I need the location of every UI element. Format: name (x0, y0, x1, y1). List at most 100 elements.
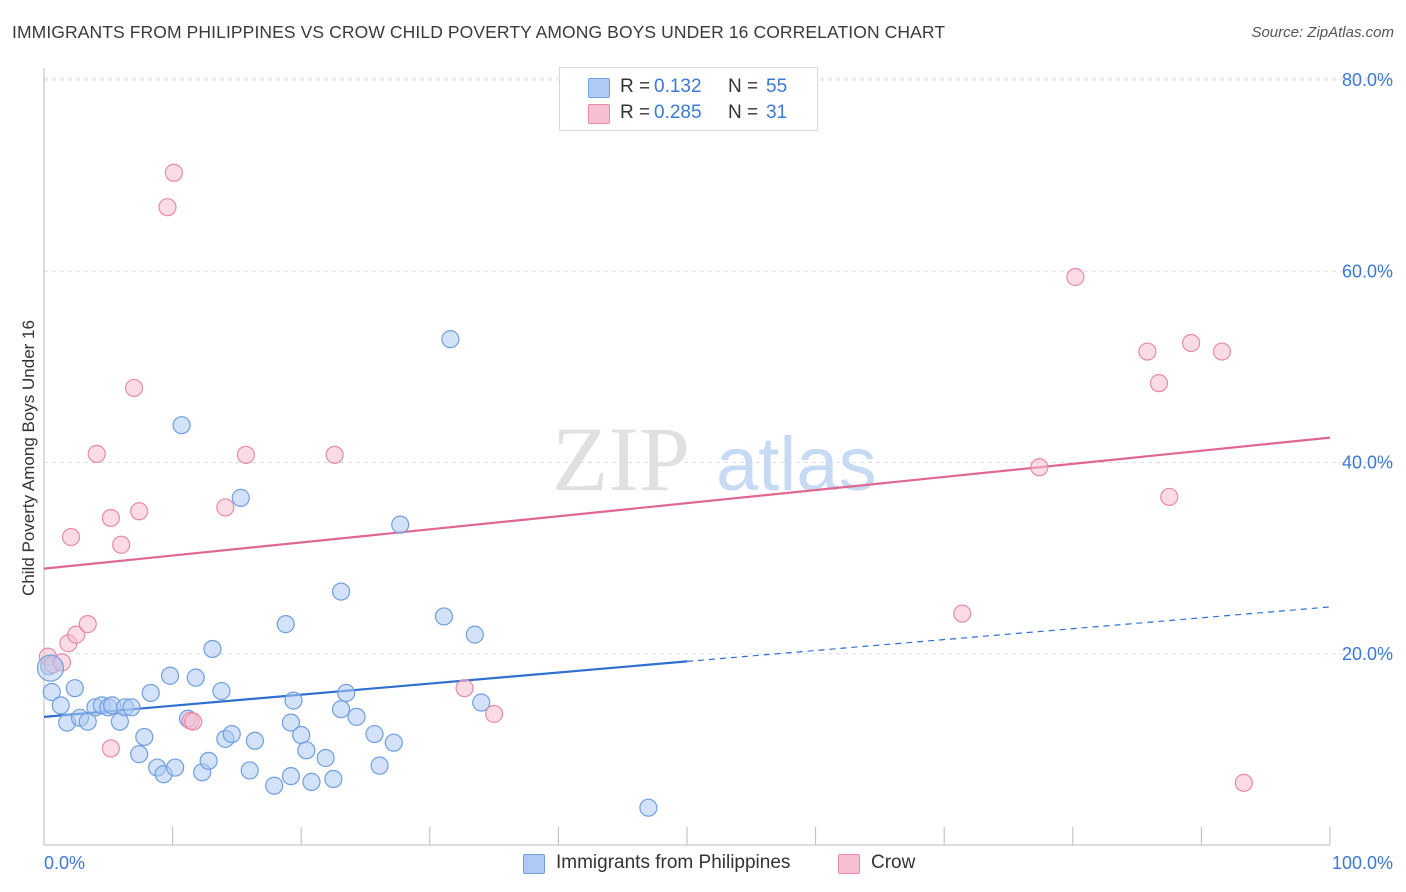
crow-point (67, 625, 86, 644)
crow-point (325, 445, 344, 464)
philippines-point (245, 731, 265, 750)
y-axis-title: Child Poverty Among Boys Under 16 (19, 320, 38, 596)
philippines-point (186, 668, 205, 687)
crow-point (1066, 267, 1085, 287)
source-credit: Source: ZipAtlas.com (1251, 24, 1394, 41)
legend-r-label: R = (620, 76, 651, 97)
watermark: ZIP atlas (552, 408, 877, 510)
philippines-point (122, 698, 141, 717)
philippines-point (281, 767, 301, 786)
philippines-point (276, 615, 295, 634)
crow-point (124, 378, 144, 398)
crow-point (130, 502, 149, 521)
bottom-legend-swatch-blue (523, 854, 545, 874)
chart-title: IMMIGRANTS FROM PHILIPPINES VS CROW CHIL… (12, 22, 946, 42)
philippines-point (135, 727, 154, 747)
crow-point (1138, 342, 1157, 361)
legend-row-philippines: R = 0.132 N = 55 (560, 74, 817, 100)
crow-point (953, 604, 972, 623)
philippines-point (434, 607, 454, 626)
legend-r-value: 0.132 (654, 76, 702, 97)
crow-trend-line (43, 436, 1331, 570)
philippines-point (231, 488, 250, 507)
philippines-trend-extension (686, 606, 1331, 662)
philippines-point (292, 725, 311, 745)
crow-point (164, 163, 183, 182)
crow-point (101, 508, 120, 528)
x-tick-label: 100.0% (1332, 853, 1393, 873)
crow-point (78, 615, 97, 634)
philippines-point (347, 707, 366, 726)
y-tick-label: 40.0% (1342, 453, 1393, 473)
legend-n-value: 31 (766, 102, 788, 123)
philippines-point (240, 761, 259, 780)
philippines-point (331, 582, 351, 601)
watermark-zip: ZIP (552, 408, 690, 510)
axis-labels: 20.0% 40.0% 60.0% 80.0% 0.0% 100.0% Child Pove… (19, 70, 1393, 873)
philippines-point (222, 724, 241, 744)
y-tick-label: 20.0% (1342, 644, 1393, 664)
crow-point (112, 535, 131, 554)
stats-legend: R = 0.132 N = 55 R = 0.285 N = 31 (559, 67, 818, 131)
crow-point (1160, 487, 1179, 507)
philippines-point (297, 741, 316, 760)
legend-swatch-pink (588, 104, 610, 124)
philippines-point (265, 776, 284, 795)
bottom-legend-label: Immigrants from Philippines (556, 852, 791, 873)
trend-lines (43, 436, 1331, 718)
philippines-point (51, 696, 70, 715)
crow-point (184, 712, 203, 731)
philippines-point (78, 712, 97, 731)
philippines-point (212, 681, 231, 701)
axes (43, 68, 1331, 846)
philippines-point (65, 679, 84, 698)
x-tick-label: 0.0% (44, 853, 85, 873)
crow-point (1149, 374, 1169, 393)
philippines-point (365, 724, 384, 744)
crow-point (1182, 333, 1201, 353)
legend-swatch-blue (588, 78, 610, 98)
data-points (36, 163, 1253, 817)
bottom-legend-swatch-pink (838, 854, 860, 874)
grid (44, 77, 1393, 655)
philippines-point (465, 625, 484, 644)
philippines-point (166, 758, 185, 777)
philippines-point (391, 515, 410, 534)
philippines-point (316, 748, 335, 768)
crow-point (158, 198, 177, 217)
philippines-point (36, 654, 65, 682)
watermark-atlas: atlas (716, 422, 877, 507)
philippines-point (331, 700, 351, 719)
philippines-point (281, 713, 301, 732)
philippines-point (172, 416, 191, 435)
legend-r-value: 0.285 (654, 102, 702, 123)
philippines-point (199, 751, 218, 770)
philippines-point (203, 639, 222, 659)
crow-point (1030, 458, 1049, 477)
philippines-point (472, 693, 491, 712)
crow-point (455, 679, 474, 698)
philippines-point (42, 682, 61, 702)
philippines-point (384, 733, 403, 752)
legend-row-crow: R = 0.285 N = 31 (560, 100, 817, 126)
philippines-point (441, 330, 460, 349)
crow-point (216, 498, 235, 517)
legend-n-label: N = (728, 76, 759, 97)
crow-point (1234, 773, 1253, 792)
crow-point (236, 445, 256, 464)
y-tick-label: 60.0% (1342, 261, 1393, 281)
legend-r-label: R = (620, 102, 651, 123)
philippines-point (284, 691, 303, 710)
y-tick-label: 80.0% (1342, 70, 1393, 90)
crow-point (61, 527, 81, 547)
crow-point (1212, 342, 1232, 361)
philippines-point (141, 683, 160, 703)
philippines-point (130, 745, 149, 764)
philippines-point (160, 666, 180, 685)
crow-point (101, 739, 120, 758)
legend-n-label: N = (728, 102, 759, 123)
philippines-point (639, 798, 658, 817)
philippines-point (302, 772, 321, 791)
bottom-legend-label: Crow (871, 852, 916, 873)
